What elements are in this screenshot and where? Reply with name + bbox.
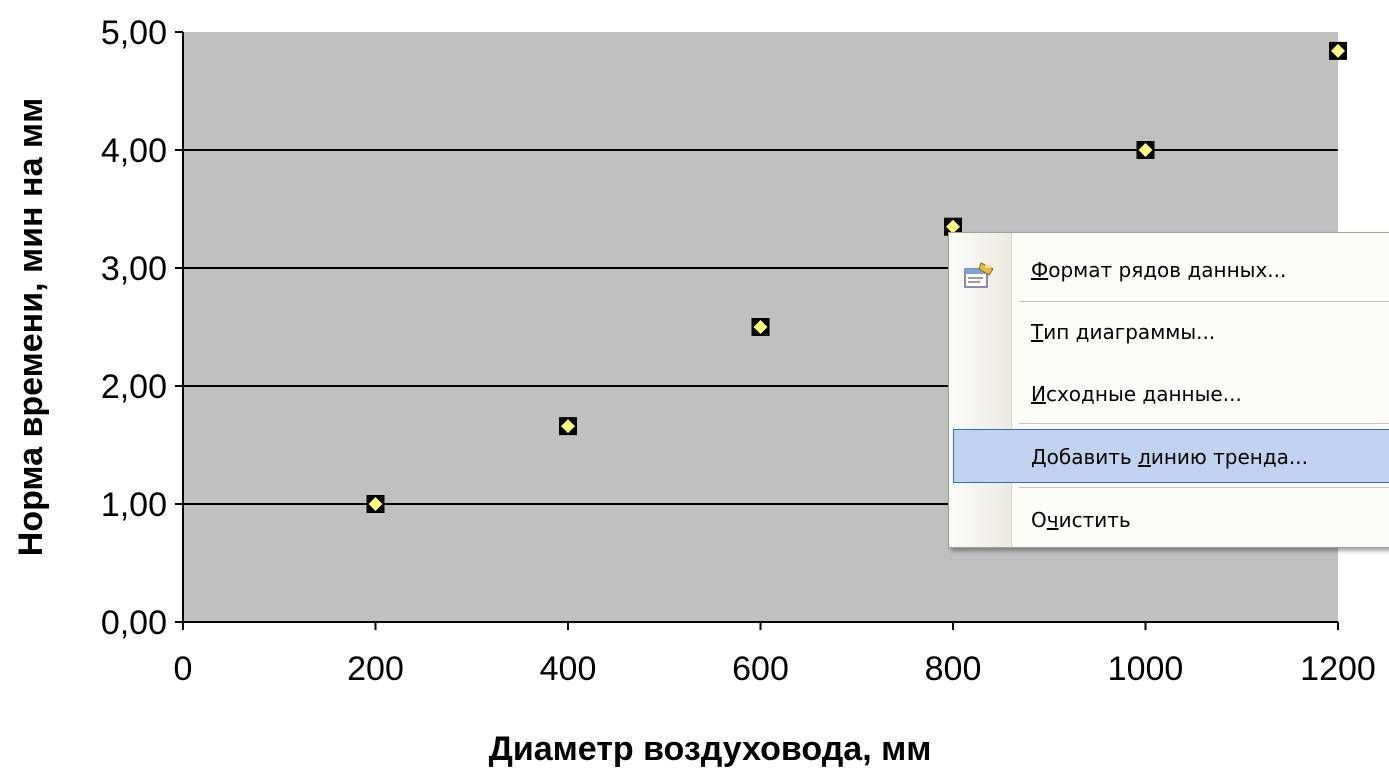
x-tick-labels: 0 200 400 600 800 1000 1200 [174, 650, 1376, 688]
y-tick-label: 5,00 [101, 14, 167, 52]
x-tick-label: 600 [732, 650, 789, 688]
format-series-icon [964, 262, 994, 288]
data-point[interactable] [1136, 141, 1155, 159]
x-tick-label: 1000 [1108, 650, 1184, 688]
menu-item-add-trendline[interactable]: Добавить линию тренда... [953, 429, 1389, 483]
y-tick-label: 2,00 [101, 368, 167, 406]
menu-item-source-data[interactable]: Исходные данные... [949, 367, 1389, 421]
context-menu: Формат рядов данных... Тип диаграммы... … [948, 232, 1389, 548]
menu-separator [1019, 301, 1389, 302]
menu-item-label: Формат рядов данных... [1031, 258, 1287, 282]
data-point[interactable] [559, 417, 577, 436]
menu-separator [1019, 423, 1389, 424]
menu-item-chart-type[interactable]: Тип диаграммы... [949, 305, 1389, 359]
y-axis-title: Норма времени, мин на мм [12, 98, 50, 556]
y-tick-label: 1,00 [101, 486, 167, 524]
y-tick-label: 3,00 [101, 250, 167, 288]
menu-item-label: Исходные данные... [1031, 382, 1242, 406]
x-tick-label: 200 [347, 650, 404, 688]
menu-item-label: Очистить [1031, 508, 1131, 532]
menu-item-clear[interactable]: Очистить [949, 493, 1389, 547]
x-tick-label: 1200 [1300, 650, 1376, 688]
data-series[interactable] [366, 41, 1348, 513]
axes [175, 31, 1339, 630]
menu-item-label: Добавить линию тренда... [1031, 445, 1308, 469]
menu-item-label: Тип диаграммы... [1031, 320, 1216, 344]
y-tick-label: 0,00 [101, 604, 167, 642]
x-tick-label: 0 [174, 650, 193, 688]
x-tick-label: 800 [925, 650, 982, 688]
x-axis-title: Диаметр воздуховода, мм [489, 730, 932, 768]
menu-item-format-series[interactable]: Формат рядов данных... [949, 243, 1389, 297]
y-tick-labels: 0,00 1,00 2,00 3,00 4,00 5,00 [101, 14, 167, 642]
y-tick-label: 4,00 [101, 132, 167, 170]
data-point[interactable] [1329, 41, 1347, 60]
data-point[interactable] [751, 318, 770, 336]
data-point[interactable] [944, 217, 962, 236]
menu-separator [1019, 487, 1389, 488]
x-tick-label: 400 [540, 650, 597, 688]
data-point[interactable] [366, 495, 385, 513]
